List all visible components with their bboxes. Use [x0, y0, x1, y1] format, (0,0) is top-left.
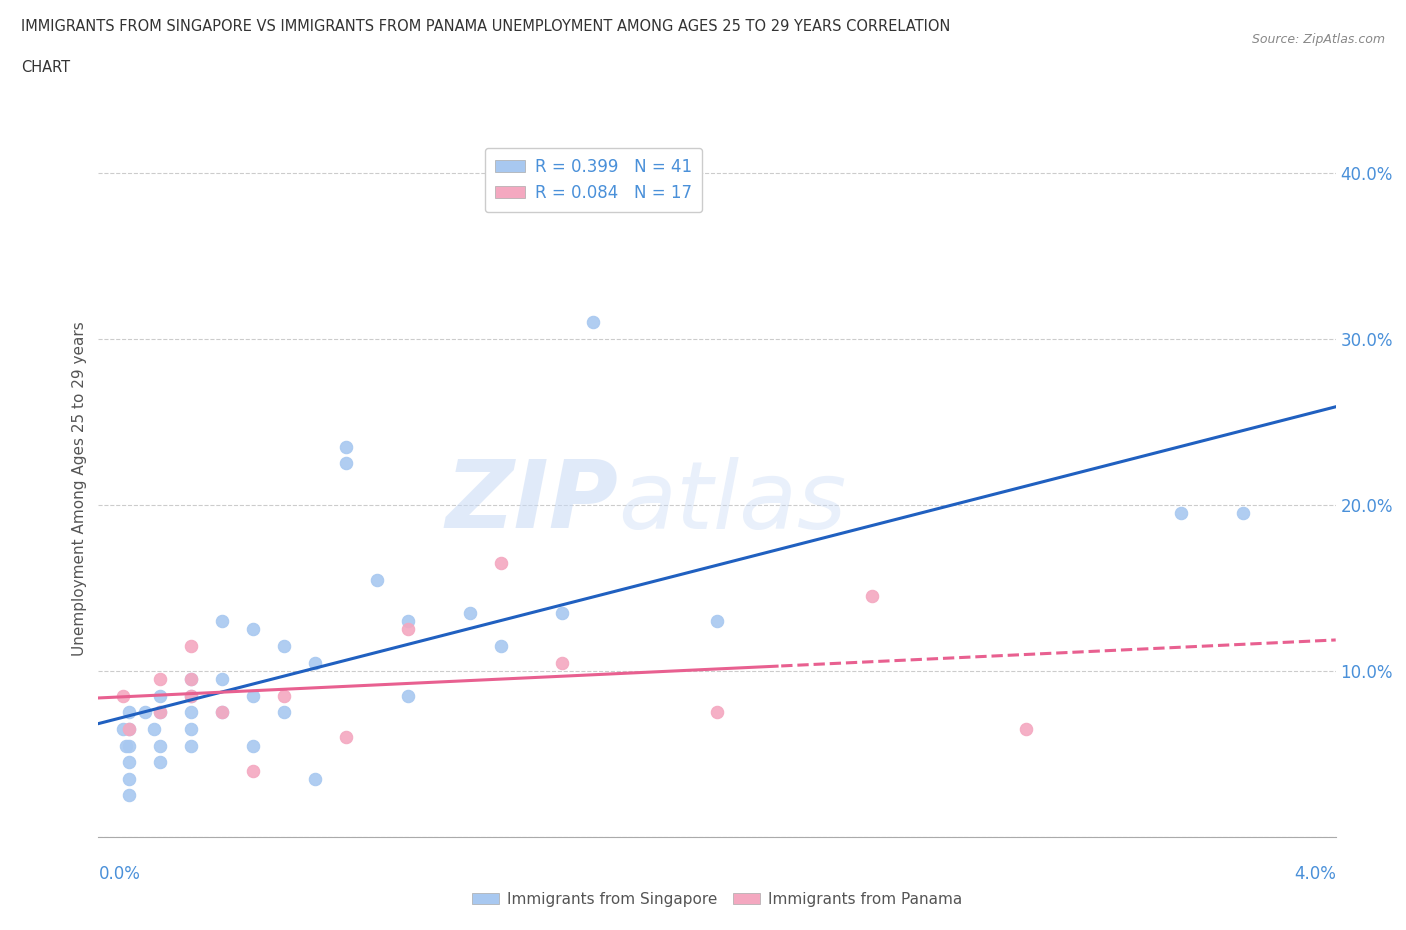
Point	[149, 671, 172, 686]
Point	[180, 688, 202, 703]
Point	[211, 705, 233, 720]
Point	[396, 622, 419, 637]
Point	[112, 722, 135, 737]
Point	[118, 738, 141, 753]
Point	[180, 688, 202, 703]
Text: ZIP: ZIP	[446, 457, 619, 548]
Text: Source: ZipAtlas.com: Source: ZipAtlas.com	[1251, 33, 1385, 46]
Point	[489, 639, 512, 654]
Text: CHART: CHART	[21, 60, 70, 75]
Point	[860, 589, 883, 604]
Point	[706, 705, 728, 720]
Point	[551, 605, 574, 620]
Point	[1015, 722, 1038, 737]
Point	[273, 705, 295, 720]
Point	[180, 671, 202, 686]
Text: 4.0%: 4.0%	[1294, 865, 1336, 883]
Point	[304, 772, 326, 787]
Point	[112, 688, 135, 703]
Point	[211, 705, 233, 720]
Point	[180, 671, 202, 686]
Point	[551, 655, 574, 670]
Point	[149, 688, 172, 703]
Point	[706, 614, 728, 629]
Point	[118, 772, 141, 787]
Point	[149, 705, 172, 720]
Point	[273, 639, 295, 654]
Point	[273, 688, 295, 703]
Point	[115, 738, 138, 753]
Point	[1170, 506, 1192, 521]
Point	[143, 722, 166, 737]
Point	[335, 439, 357, 454]
Text: IMMIGRANTS FROM SINGAPORE VS IMMIGRANTS FROM PANAMA UNEMPLOYMENT AMONG AGES 25 T: IMMIGRANTS FROM SINGAPORE VS IMMIGRANTS …	[21, 19, 950, 33]
Point	[396, 688, 419, 703]
Point	[180, 738, 202, 753]
Point	[1232, 506, 1254, 521]
Text: 0.0%: 0.0%	[98, 865, 141, 883]
Point	[118, 755, 141, 770]
Point	[118, 788, 141, 803]
Point	[180, 722, 202, 737]
Point	[396, 614, 419, 629]
Point	[118, 722, 141, 737]
Legend: Immigrants from Singapore, Immigrants from Panama: Immigrants from Singapore, Immigrants fr…	[465, 886, 969, 913]
Point	[242, 688, 264, 703]
Point	[118, 705, 141, 720]
Point	[134, 705, 156, 720]
Point	[242, 738, 264, 753]
Text: atlas: atlas	[619, 457, 846, 548]
Y-axis label: Unemployment Among Ages 25 to 29 years: Unemployment Among Ages 25 to 29 years	[72, 321, 87, 656]
Point	[582, 314, 605, 329]
Point	[242, 764, 264, 778]
Point	[211, 671, 233, 686]
Point	[149, 705, 172, 720]
Point	[211, 614, 233, 629]
Point	[180, 639, 202, 654]
Point	[149, 755, 172, 770]
Point	[149, 738, 172, 753]
Point	[335, 456, 357, 471]
Point	[180, 705, 202, 720]
Point	[242, 622, 264, 637]
Point	[489, 555, 512, 570]
Point	[366, 572, 388, 587]
Point	[118, 722, 141, 737]
Point	[335, 730, 357, 745]
Point	[458, 605, 481, 620]
Point	[304, 655, 326, 670]
